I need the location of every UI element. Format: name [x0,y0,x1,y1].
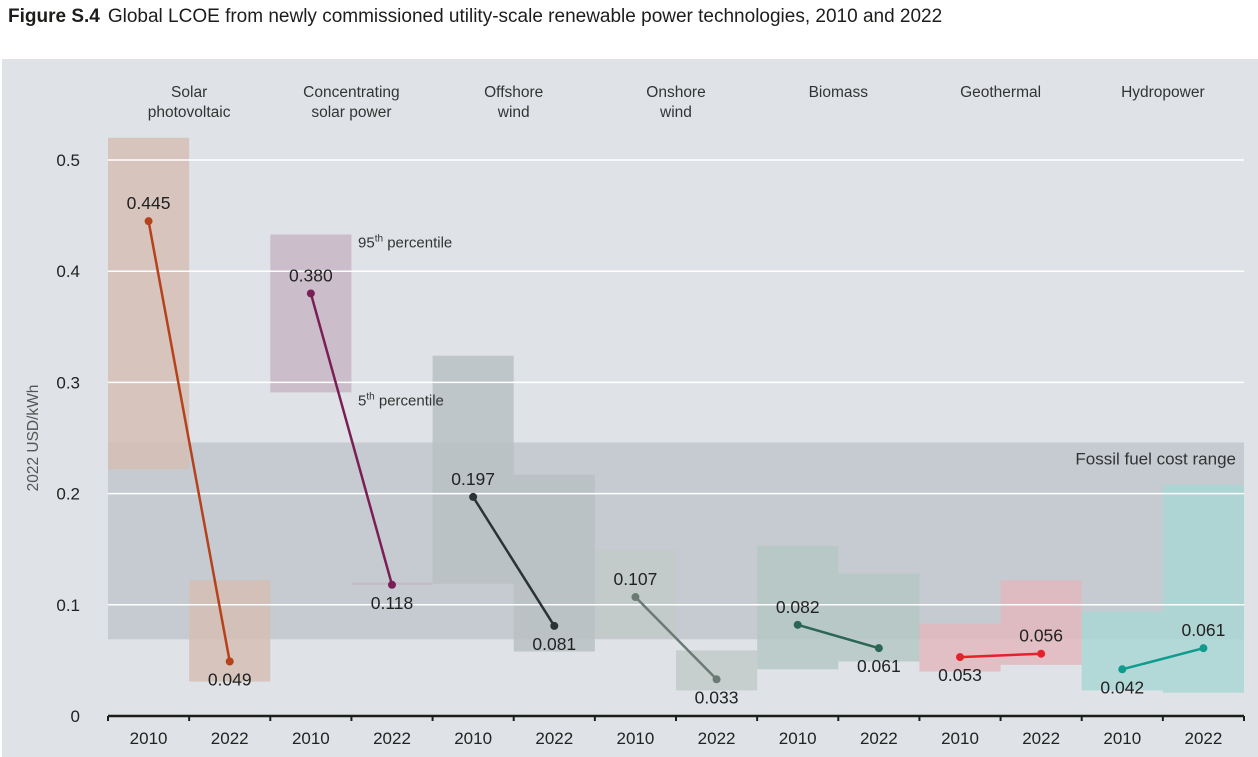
value-label-concentrating-solar-power-2010: 0.380 [289,265,333,285]
category-label: Hydropower [1121,84,1205,101]
range-bar-onshore-wind-2022 [676,650,758,691]
data-point-biomass-2022 [874,644,883,653]
trend-line-offshore-wind [472,496,556,627]
x-tick-label: 2010 [941,729,979,748]
value-label-onshore-wind-2022: 0.033 [695,687,739,707]
value-label-concentrating-solar-power-2022: 0.118 [371,593,414,613]
range-bar-solar-photovoltaic-2022 [189,580,271,682]
trend-line-hydropower [1121,646,1204,671]
trend-line-solar-photovoltaic [147,220,231,662]
value-label-biomass-2010: 0.082 [776,597,820,617]
figure-caption-text: Global LCOE from newly commissioned util… [107,6,943,27]
category-label: wind [497,104,530,121]
x-tick-label: 2022 [535,729,573,748]
data-point-geothermal-2010 [956,653,964,662]
y-tick-label: 0.2 [56,485,80,504]
value-label-solar-photovoltaic-2022: 0.049 [208,670,252,690]
x-tick-label: 2022 [1022,729,1060,748]
value-label-geothermal-2022: 0.056 [1019,626,1063,646]
data-point-solar-photovoltaic-2010 [144,217,153,226]
data-point-concentrating-solar-power-2022 [388,580,396,589]
value-label-solar-photovoltaic-2010: 0.445 [127,193,171,213]
y-tick-label: 0 [71,707,80,726]
value-label-onshore-wind-2010: 0.107 [614,569,658,589]
range-bar-offshore-wind-2010 [432,355,514,584]
x-tick-label: 2010 [130,729,168,748]
y-tick-label: 0.3 [56,373,80,392]
value-label-hydropower-2022: 0.061 [1182,620,1226,640]
category-label: Onshore [646,84,705,101]
y-tick-label: 0.4 [56,262,80,281]
range-bar-solar-photovoltaic-2010 [108,137,190,470]
value-label-hydropower-2010: 0.042 [1100,677,1144,697]
value-label-geothermal-2010: 0.053 [938,665,982,685]
trend-line-concentrating-solar-power [309,293,394,586]
range-bar-hydropower-2022 [1162,484,1244,693]
figure-number: Figure S.4 [8,6,100,27]
category-label: Concentrating [303,84,400,101]
x-tick-label: 2010 [454,729,492,748]
category-label: Offshore [484,84,543,101]
x-tick-label: 2010 [1103,729,1141,748]
data-point-hydropower-2010 [1118,665,1127,674]
data-point-geothermal-2022 [1037,649,1046,658]
y-tick-label: 0.1 [56,596,80,615]
category-label: solar power [311,104,391,121]
x-tick-label: 2022 [698,729,736,748]
data-point-onshore-wind-2010 [631,593,640,602]
category-label: photovoltaic [148,104,231,121]
y-tick-label: 0.5 [56,151,80,170]
data-point-solar-photovoltaic-2022 [225,657,234,666]
x-tick-label: 2022 [211,729,249,748]
value-label-offshore-wind-2022: 0.081 [532,634,576,654]
data-point-onshore-wind-2022 [712,675,721,684]
percentile-5-annotation: 5th percentile [358,391,444,409]
value-label-offshore-wind-2010: 0.197 [451,469,495,489]
range-bar-biomass-2010 [757,545,839,670]
figure-caption: Figure S.4 Global LCOE from newly commiss… [8,6,942,28]
range-bar-hydropower-2010 [1081,611,1163,691]
data-point-offshore-wind-2022 [550,621,559,630]
trend-line-geothermal [959,652,1042,659]
trend-line-onshore-wind [634,596,718,681]
range-bar-concentrating-solar-power-2010 [270,234,352,393]
x-tick-label: 2010 [617,729,655,748]
x-tick-label: 2022 [373,729,411,748]
range-bar-geothermal-2010 [919,623,1001,672]
fossil-fuel-range-label: Fossil fuel cost range [1075,449,1236,468]
data-point-biomass-2010 [793,620,802,629]
percentile-95-annotation: 95th percentile [358,234,452,252]
data-point-hydropower-2022 [1199,644,1208,653]
trend-line-biomass [797,623,880,650]
x-tick-label: 2022 [1185,729,1223,748]
y-axis-label: 2022 USD/kWh [25,385,42,492]
x-tick-label: 2010 [292,729,330,748]
x-tick-label: 2010 [779,729,817,748]
category-label: Biomass [809,84,869,101]
data-point-concentrating-solar-power-2010 [306,289,315,298]
category-label: Solar [171,84,207,101]
x-tick-label: 2022 [860,729,898,748]
value-label-biomass-2022: 0.061 [857,656,901,676]
category-label: Geothermal [960,84,1041,101]
data-point-offshore-wind-2010 [469,492,478,501]
category-label: wind [659,104,692,121]
